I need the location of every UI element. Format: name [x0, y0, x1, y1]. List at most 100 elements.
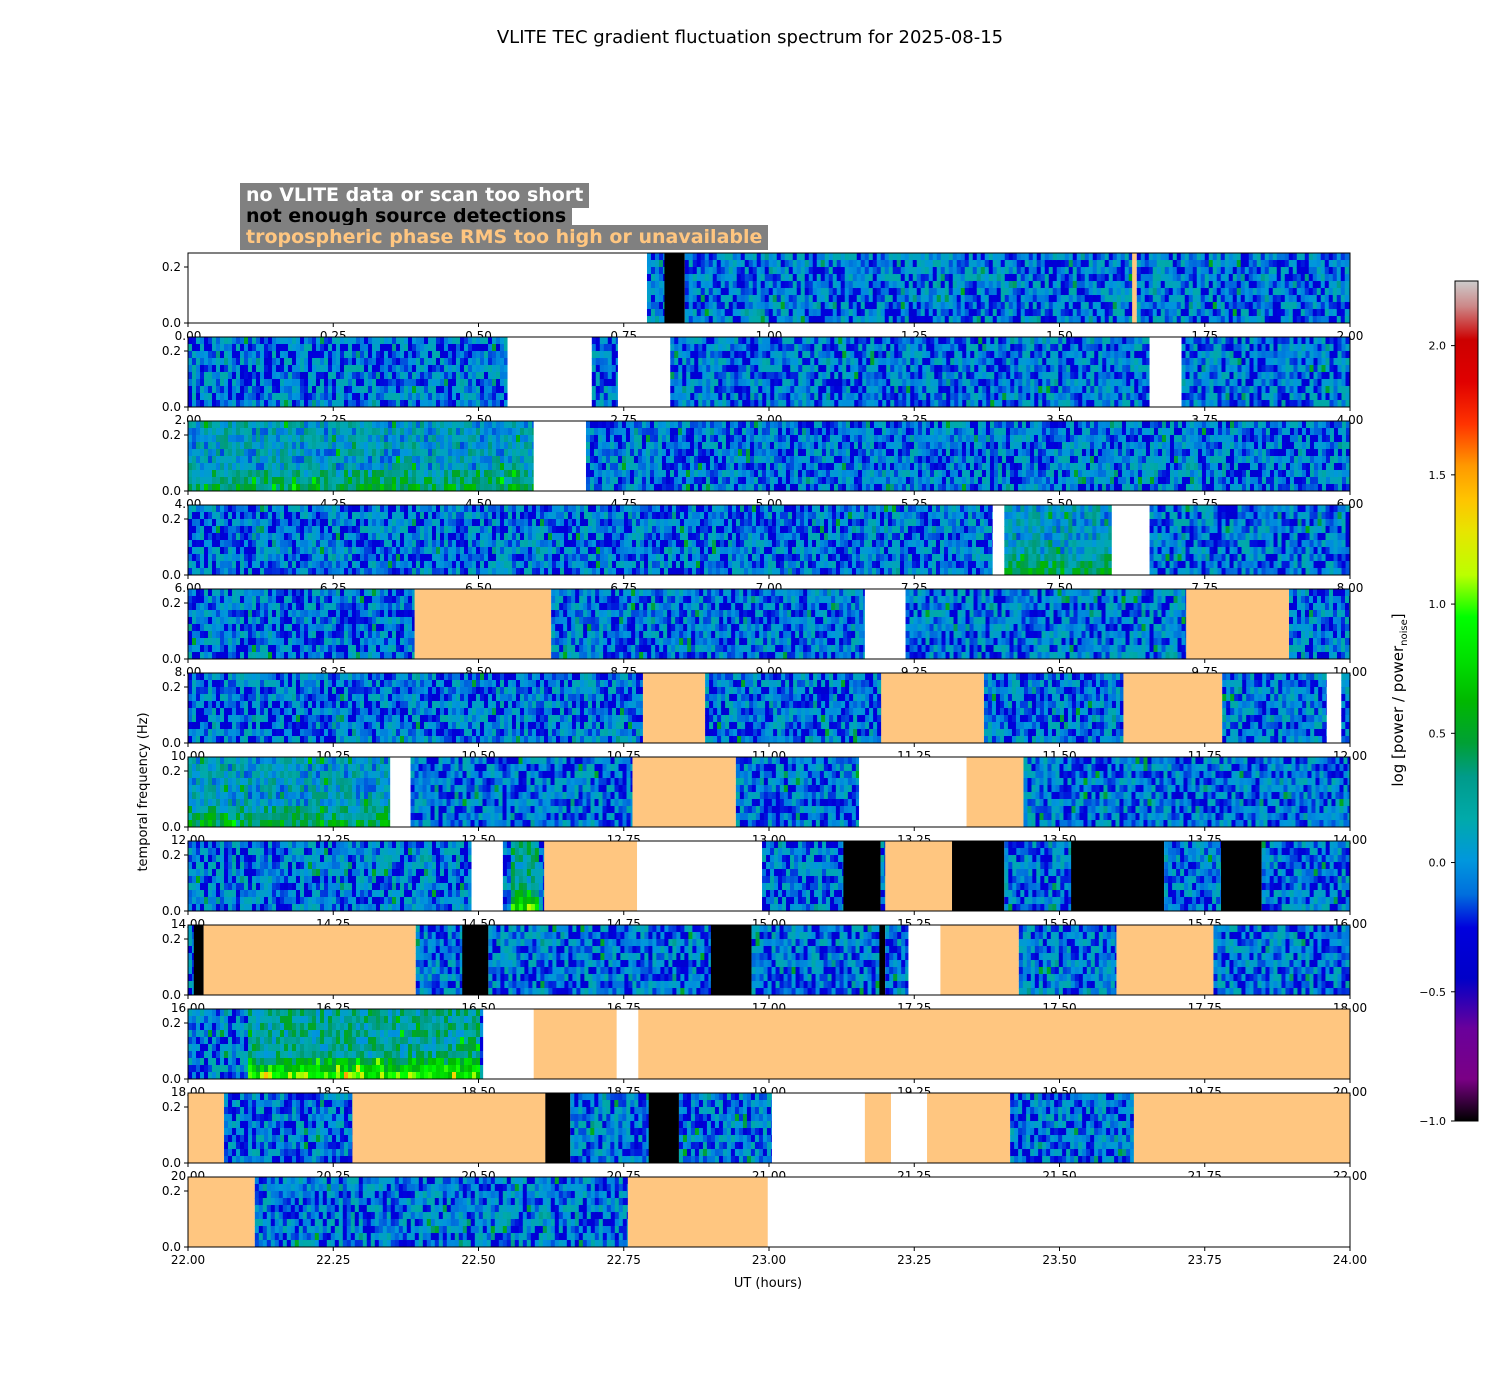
spectrum-segment — [684, 253, 1133, 324]
flag-segment-none — [1326, 673, 1342, 743]
flag-segment-none — [1111, 505, 1150, 575]
flag-segment-nodet — [1221, 841, 1262, 911]
y-tick-label: 0.0 — [162, 652, 181, 666]
spectrum-segment — [502, 841, 545, 912]
x-tick-label: 23.75 — [1188, 1253, 1222, 1267]
y-tick-label: 0.2 — [162, 1100, 181, 1114]
y-tick-label: 0.0 — [162, 1240, 181, 1254]
flag-segment-none — [992, 505, 1005, 575]
colorbar-tick-label: −1.0 — [1419, 1115, 1446, 1128]
panel-11: 0.0 0.2 22.00 22.25 22.50 22.75 23.00 23.25 23.5… — [162, 1176, 1367, 1267]
legend-tropo-rms: tropospheric phase RMS too high or unava… — [240, 225, 769, 250]
flag-segment-tropo — [188, 1177, 255, 1247]
x-tick-label: 22.00 — [171, 1253, 205, 1267]
flag-segment-nodet — [462, 925, 489, 995]
panel-0: 0.00.20.00 0.25 0.50 0.75 1.00 1.25 1.50 1.75 2.… — [162, 252, 1363, 343]
flag-segment-tropo — [864, 1093, 892, 1163]
spectrum-segment — [705, 673, 882, 744]
spectrum-segment — [905, 589, 1187, 660]
flag-segment-none — [1149, 337, 1182, 407]
colorbar-gradient — [1454, 280, 1479, 1122]
spectrum-segment — [188, 757, 391, 828]
flag-segment-nodet — [193, 925, 204, 995]
flag-segment-tropo — [352, 1093, 546, 1163]
flag-segment-none — [891, 1093, 928, 1163]
y-tick-label: 0.2 — [162, 764, 181, 778]
spectrum-segment — [188, 505, 994, 576]
panel-6: 0.00.212.00 12.25 12.50 12.75 13.00 13.25 13.5… — [162, 756, 1367, 847]
spectrum-segment — [735, 757, 860, 828]
spectrum-segment — [1023, 757, 1351, 828]
flag-segment-nodet — [1071, 841, 1165, 911]
chart-title: VLITE TEC gradient fluctuation spectrum … — [497, 27, 1003, 48]
flag-segment-tropo — [1132, 253, 1137, 323]
y-axis-label: temporal frequency (Hz) — [136, 712, 151, 871]
spectrum-segment — [1222, 673, 1328, 744]
spectrum-segment — [1004, 841, 1072, 912]
spectrum-segment — [885, 925, 909, 996]
legend-no-detections: not enough source detections — [240, 204, 573, 229]
y-tick-label: 0.0 — [162, 400, 181, 414]
panel-4: 0.00.28.00 8.25 8.50 8.75 9.00 9.25 9.50 9.75 10… — [162, 588, 1367, 679]
spectrum-segment — [188, 589, 416, 660]
spectrum-segment — [188, 841, 473, 912]
y-tick-label: 0.2 — [162, 932, 181, 946]
spectrum-segment — [415, 925, 463, 996]
spectrum-segment — [570, 1093, 650, 1164]
legend-no-data: no VLITE data or scan too short — [240, 183, 590, 208]
spectrum-segment — [254, 1177, 629, 1248]
panel-1: 0.00.22.00 2.25 2.50 2.75 3.00 3.25 3.50 3.75 4.… — [162, 336, 1363, 427]
y-tick-label: 0.2 — [162, 1184, 181, 1198]
flag-segment-none — [471, 841, 503, 911]
flag-segment-tropo — [1123, 673, 1223, 743]
spectrum-segment — [188, 421, 535, 492]
flag-segment-none — [859, 757, 967, 827]
colorbar: −1.0 −0.5 0.0 0.5 1.0 1.5 2.0 log [power / pow… — [1389, 280, 1479, 1128]
panel-9: 0.00.218.00 18.25 18.50 18.75 19.00 19.25 19.5… — [162, 1008, 1367, 1099]
flag-segment-tropo — [940, 925, 1019, 995]
x-tick-label: 23.50 — [1042, 1253, 1076, 1267]
flag-segment-nodet — [952, 841, 1005, 911]
flag-segment-tropo — [188, 1093, 225, 1163]
y-tick-label: 0.2 — [162, 1016, 181, 1030]
colorbar-tick-label: 0.0 — [1429, 857, 1447, 870]
flag-segment-none — [507, 337, 592, 407]
panel-5: 0.00.210.00 10.25 10.50 10.75 11.00 11.25 11.5… — [162, 672, 1367, 763]
spectrum-segment — [1181, 337, 1351, 408]
flag-segment-nodet — [664, 253, 685, 323]
flag-segment-tropo — [642, 673, 706, 743]
y-tick-label: 0.0 — [162, 820, 181, 834]
spectrum-segment — [751, 925, 880, 996]
flag-segment-none — [617, 337, 671, 407]
flag-segment-none — [533, 421, 586, 491]
spectrum-segment — [646, 253, 665, 324]
y-tick-label: 0.0 — [162, 1072, 181, 1086]
y-tick-label: 0.2 — [162, 344, 181, 358]
spectrum-segment — [188, 673, 644, 744]
spectrum-segment — [488, 925, 712, 996]
y-tick-label: 0.0 — [162, 736, 181, 750]
flag-segment-none — [637, 841, 763, 911]
flag-segment-tropo — [638, 1009, 1350, 1079]
flag-segment-tropo — [1186, 589, 1289, 659]
colorbar-ticks: −1.0 −0.5 0.0 0.5 1.0 1.5 2.0 — [1419, 340, 1455, 1128]
flag-segment-nodet — [545, 1093, 571, 1163]
flag-segment-tropo — [533, 1009, 617, 1079]
panel-10: 0.00.220.00 20.25 20.50 20.75 21.00 21.25 21.5… — [162, 1092, 1367, 1183]
flag-segment-none — [908, 925, 941, 995]
flag-segment-nodet — [710, 925, 752, 995]
y-tick-label: 0.2 — [162, 596, 181, 610]
colorbar-label: log [power / powernoise] — [1389, 613, 1410, 786]
colorbar-tick-label: 0.5 — [1429, 727, 1447, 740]
spectrum-segment — [1018, 925, 1117, 996]
y-tick-label: 0.0 — [162, 316, 181, 330]
flag-segment-nodet — [648, 1093, 679, 1163]
flag-segment-tropo — [627, 1177, 768, 1247]
spectrum-segment — [1288, 589, 1351, 660]
colorbar-tick-label: −0.5 — [1419, 986, 1446, 999]
flag-segment-none — [767, 1177, 1350, 1247]
y-tick-label: 0.2 — [162, 260, 181, 274]
spectrum-segment — [1136, 253, 1351, 324]
spectrum-segment — [1164, 841, 1222, 912]
